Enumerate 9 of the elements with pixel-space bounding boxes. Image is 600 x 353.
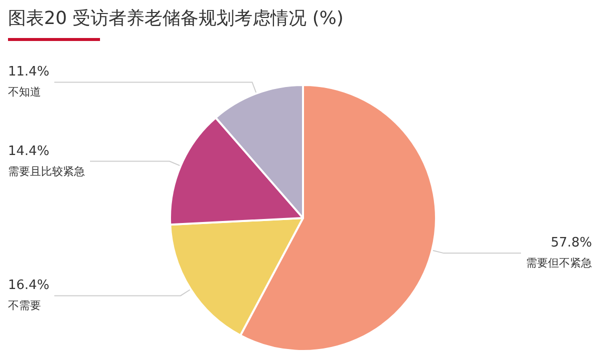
data-label: 14.4% — [8, 144, 50, 159]
data-label: 11.4% — [8, 64, 50, 80]
slice-label: 不需要 — [8, 299, 41, 312]
slice-label: 需要且比较紧急 — [8, 164, 85, 178]
chart-title: 图表20 受访者养老储备规划考虑情况 (%) — [8, 7, 344, 30]
slice-label: 需要但不紧急 — [526, 256, 592, 270]
data-label: 16.4% — [8, 278, 50, 294]
slice-label: 不知道 — [8, 86, 41, 99]
data-label: 57.8% — [550, 236, 592, 251]
